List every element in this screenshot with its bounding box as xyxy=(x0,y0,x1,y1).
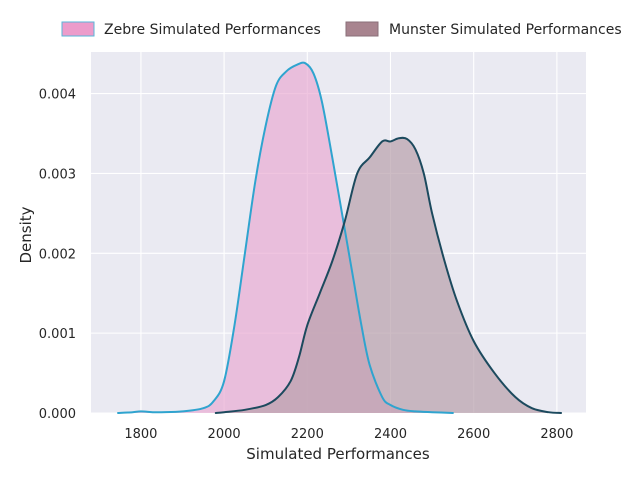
legend-label-zebre: Zebre Simulated Performances xyxy=(104,22,321,38)
y-tick-label: 0.003 xyxy=(39,167,76,182)
legend-swatch-zebre xyxy=(61,21,95,37)
legend: Zebre Simulated Performances Munster Sim… xyxy=(61,21,622,38)
legend-swatch-munster xyxy=(345,21,379,37)
x-tick-label: 2800 xyxy=(540,427,573,442)
y-tick-label: 0.000 xyxy=(39,407,76,422)
density-line-zebre xyxy=(117,61,454,414)
density-line-munster xyxy=(214,136,563,414)
x-tick-label: 2200 xyxy=(291,427,324,442)
y-tick-labels: 0.000 0.001 0.002 0.003 0.004 xyxy=(39,88,76,422)
y-tick-label: 0.004 xyxy=(39,88,76,103)
density-area-zebre xyxy=(118,62,453,413)
x-tick-labels: 1800 2000 2200 2400 2600 2800 xyxy=(124,427,573,442)
y-tick-label: 0.002 xyxy=(39,247,76,262)
x-tick-label: 1800 xyxy=(124,427,157,442)
x-tick-label: 2400 xyxy=(374,427,407,442)
x-axis-title: Simulated Performances xyxy=(246,445,430,463)
y-axis-title: Density xyxy=(17,206,35,263)
density-lines xyxy=(117,61,563,414)
x-tick-label: 2600 xyxy=(457,427,490,442)
y-tick-label: 0.001 xyxy=(39,327,76,342)
legend-label-munster: Munster Simulated Performances xyxy=(389,22,622,38)
x-tick-label: 2000 xyxy=(208,427,241,442)
